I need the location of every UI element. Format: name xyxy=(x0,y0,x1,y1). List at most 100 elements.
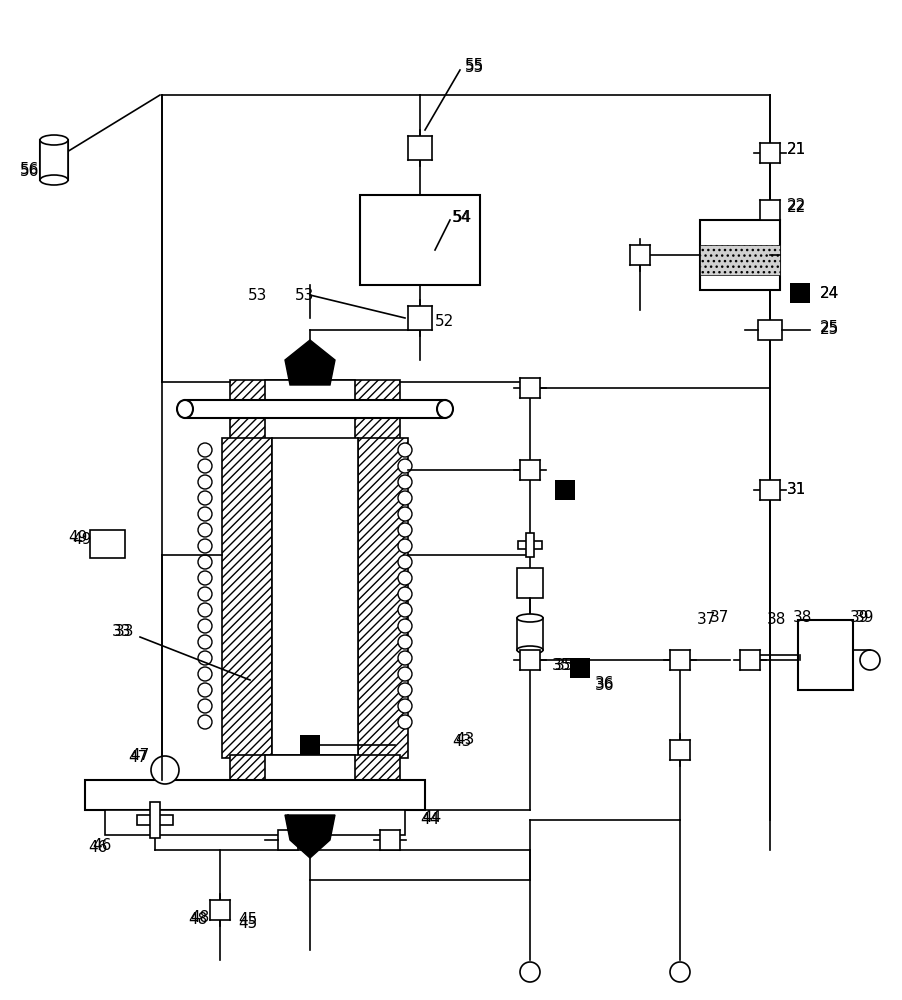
Text: 25: 25 xyxy=(820,322,839,338)
Circle shape xyxy=(398,587,412,601)
Bar xyxy=(517,568,543,598)
Text: 44: 44 xyxy=(420,812,439,828)
Text: 33: 33 xyxy=(112,624,132,640)
Text: 37: 37 xyxy=(710,610,730,626)
Circle shape xyxy=(198,651,212,665)
Bar xyxy=(517,618,543,650)
Circle shape xyxy=(398,491,412,505)
Bar xyxy=(40,140,68,148)
Bar xyxy=(700,245,780,275)
Text: 54: 54 xyxy=(452,211,471,226)
Text: 38: 38 xyxy=(767,612,787,628)
Text: 53: 53 xyxy=(248,288,267,302)
Circle shape xyxy=(860,650,880,670)
Text: 54: 54 xyxy=(453,211,473,226)
Bar xyxy=(272,438,358,758)
Text: 31: 31 xyxy=(787,483,806,497)
Text: 39: 39 xyxy=(855,610,875,626)
Circle shape xyxy=(398,571,412,585)
Bar xyxy=(520,378,540,398)
Circle shape xyxy=(398,715,412,729)
Ellipse shape xyxy=(40,175,68,185)
Bar xyxy=(278,830,298,850)
Circle shape xyxy=(198,587,212,601)
Polygon shape xyxy=(285,340,335,385)
Bar xyxy=(358,438,408,758)
Bar xyxy=(210,900,230,920)
Text: 22: 22 xyxy=(787,198,806,213)
Bar xyxy=(185,400,445,418)
Circle shape xyxy=(520,962,540,982)
Text: 45: 45 xyxy=(238,912,257,928)
Text: 31: 31 xyxy=(787,483,806,497)
Circle shape xyxy=(398,475,412,489)
Text: 56: 56 xyxy=(20,164,40,180)
Circle shape xyxy=(198,603,212,617)
Circle shape xyxy=(198,571,212,585)
Bar xyxy=(760,480,780,500)
Text: 33: 33 xyxy=(115,624,134,640)
Bar xyxy=(760,200,780,220)
Circle shape xyxy=(198,523,212,537)
Bar xyxy=(105,810,405,835)
Circle shape xyxy=(398,667,412,681)
Text: 47: 47 xyxy=(128,750,147,766)
Text: 45: 45 xyxy=(238,916,257,930)
Bar xyxy=(570,658,590,678)
Bar xyxy=(222,438,272,758)
Text: 21: 21 xyxy=(787,142,806,157)
Circle shape xyxy=(398,555,412,569)
Text: 53: 53 xyxy=(295,288,315,302)
Circle shape xyxy=(398,619,412,633)
Bar xyxy=(630,245,650,265)
Bar xyxy=(760,143,780,163)
Bar xyxy=(230,755,400,815)
Circle shape xyxy=(198,619,212,633)
Bar xyxy=(90,530,125,558)
Bar xyxy=(526,533,534,557)
Circle shape xyxy=(398,683,412,697)
Bar xyxy=(265,380,355,440)
Circle shape xyxy=(198,555,212,569)
Bar xyxy=(798,620,853,690)
Bar xyxy=(520,650,540,670)
Bar xyxy=(740,650,760,670)
Bar xyxy=(380,830,400,850)
Text: 52: 52 xyxy=(435,314,455,330)
Circle shape xyxy=(198,443,212,457)
Circle shape xyxy=(198,459,212,473)
Bar xyxy=(150,802,160,838)
Circle shape xyxy=(198,635,212,649)
Bar xyxy=(518,541,542,549)
Text: 46: 46 xyxy=(88,840,107,856)
Text: 25: 25 xyxy=(820,320,839,336)
Ellipse shape xyxy=(517,646,543,654)
Bar xyxy=(85,780,425,810)
Circle shape xyxy=(398,539,412,553)
Bar xyxy=(758,320,782,340)
Text: 24: 24 xyxy=(820,286,839,300)
Circle shape xyxy=(198,667,212,681)
Text: 49: 49 xyxy=(68,530,87,546)
Circle shape xyxy=(198,491,212,505)
Bar xyxy=(700,220,780,290)
Polygon shape xyxy=(285,815,335,858)
Circle shape xyxy=(198,699,212,713)
Ellipse shape xyxy=(177,400,193,418)
Text: 43: 43 xyxy=(455,732,474,748)
Circle shape xyxy=(398,459,412,473)
Ellipse shape xyxy=(40,135,68,145)
Bar xyxy=(670,740,690,760)
Text: 43: 43 xyxy=(452,734,472,750)
Bar xyxy=(520,460,540,480)
Text: 46: 46 xyxy=(92,838,111,852)
Circle shape xyxy=(198,715,212,729)
Bar xyxy=(408,306,432,330)
Text: 36: 36 xyxy=(595,678,614,692)
Bar xyxy=(265,755,355,815)
Bar xyxy=(408,136,432,160)
Circle shape xyxy=(398,443,412,457)
Text: 38: 38 xyxy=(793,610,813,626)
Circle shape xyxy=(198,539,212,553)
Text: 24: 24 xyxy=(820,286,839,300)
